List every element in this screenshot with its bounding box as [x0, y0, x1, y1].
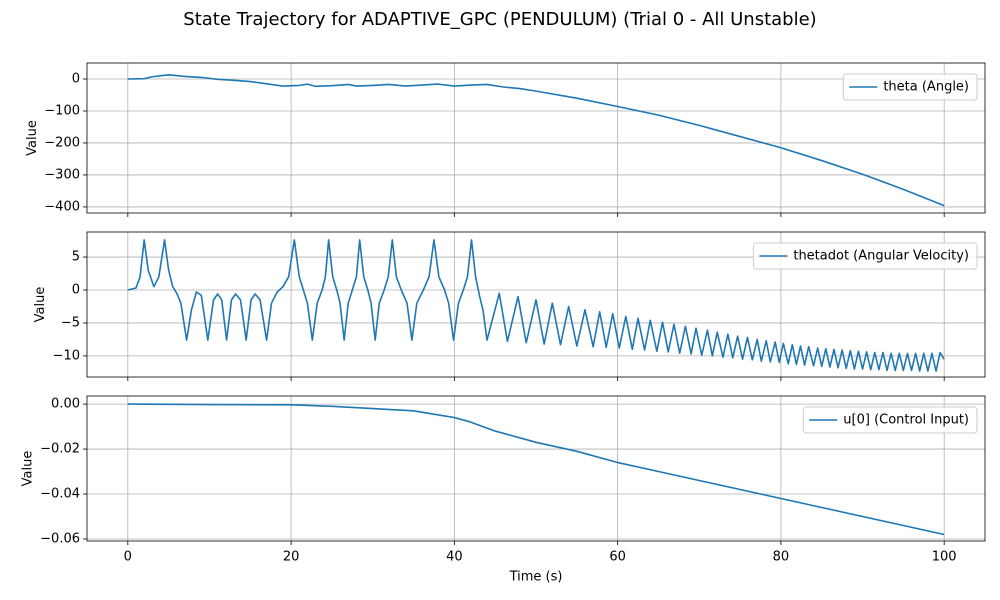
line-series: [127, 74, 945, 207]
line-series: [127, 239, 945, 372]
y-tick-label: −0.06: [40, 531, 80, 546]
axes-frame: [86, 231, 986, 378]
axes-frame: [86, 395, 986, 542]
legend-box: [802, 406, 978, 434]
figure-title: State Trajectory for ADAPTIVE_GPC (PENDU…: [183, 9, 816, 30]
y-tick-label: 0: [72, 71, 80, 86]
y-axis-label: Value: [25, 120, 40, 156]
y-tick-label: −10: [53, 348, 80, 363]
legend: thetadot (Angular Velocity): [752, 242, 978, 270]
legend-label: theta (Angle): [883, 80, 969, 95]
y-tick-label: −0.04: [40, 487, 80, 502]
y-tick-label: 0.00: [51, 397, 80, 412]
x-tick-label: 60: [609, 550, 626, 565]
legend: theta (Angle): [842, 73, 978, 101]
y-axis-label: Value: [21, 451, 36, 487]
y-tick-label: −200: [44, 135, 80, 150]
y-axis-label: Value: [33, 287, 48, 323]
x-axis-label: Time (s): [509, 570, 563, 585]
y-tick-label: −5: [61, 315, 80, 330]
y-tick-label: 0: [72, 283, 80, 298]
legend-label: thetadot (Angular Velocity): [793, 249, 969, 264]
y-tick-label: −300: [44, 167, 80, 182]
y-tick-label: 5: [72, 250, 80, 265]
line-series: [127, 403, 945, 536]
legend-label: u[0] (Control Input): [843, 413, 969, 428]
legend: u[0] (Control Input): [802, 406, 978, 434]
x-tick-label: 80: [773, 550, 790, 565]
axes-frame: [86, 62, 986, 214]
x-tick-label: 20: [283, 550, 300, 565]
x-tick-label: 100: [932, 550, 957, 565]
x-tick-label: 0: [124, 550, 132, 565]
y-tick-label: −400: [44, 199, 80, 214]
x-tick-label: 40: [446, 550, 463, 565]
y-tick-label: −0.02: [40, 442, 80, 457]
legend-box: [752, 242, 978, 270]
legend-box: [842, 73, 978, 101]
y-tick-label: −100: [44, 103, 80, 118]
